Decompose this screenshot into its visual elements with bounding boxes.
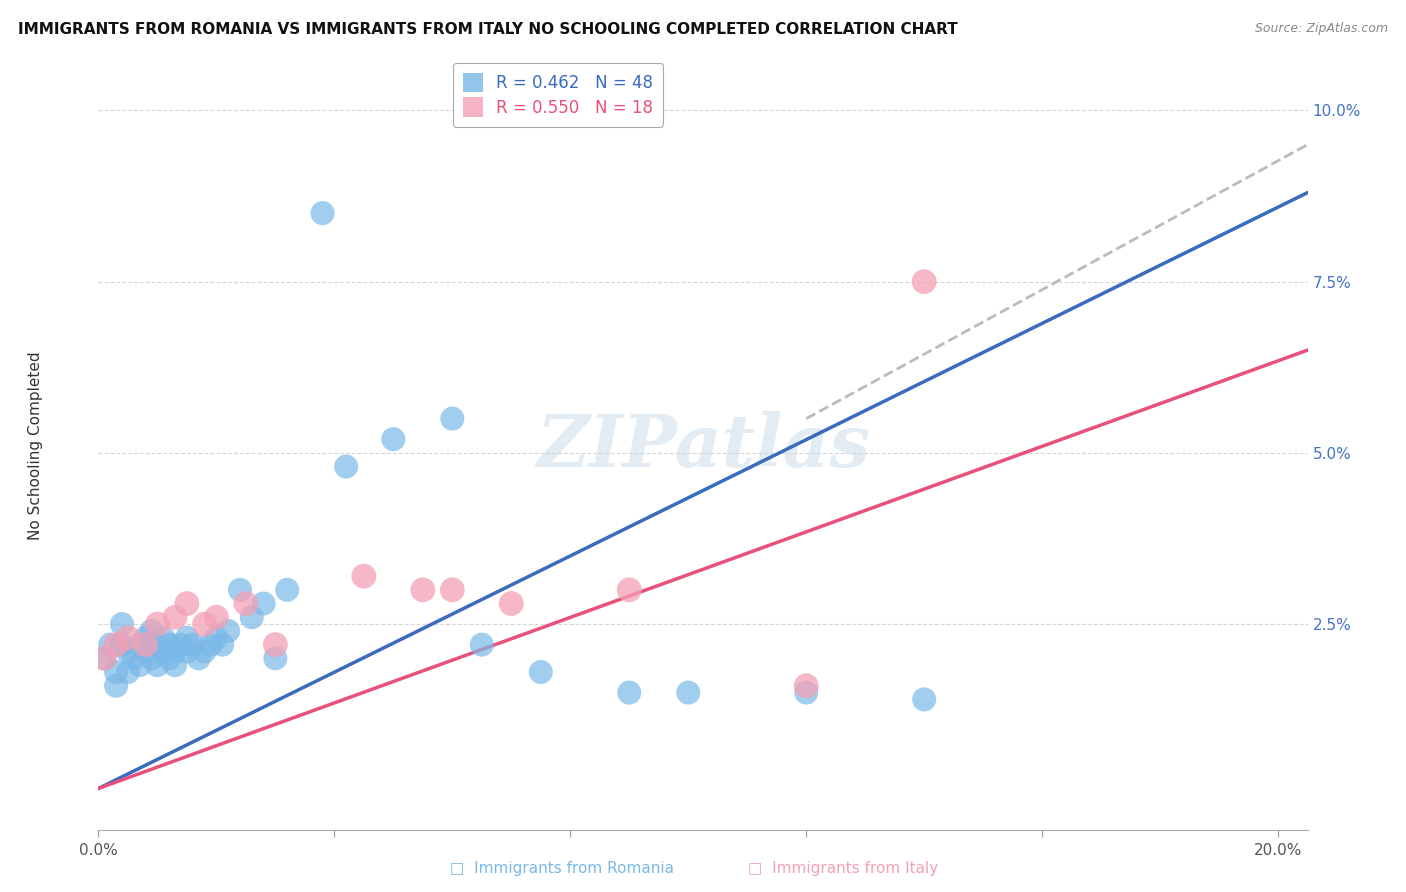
Point	[205, 610, 228, 624]
Text: □  Immigrants from Italy: □ Immigrants from Italy	[748, 861, 939, 876]
Y-axis label: No Schooling Completed: No Schooling Completed	[28, 351, 42, 541]
Point	[176, 631, 198, 645]
Point	[165, 658, 187, 673]
Point	[264, 651, 287, 665]
Point	[141, 624, 163, 638]
Point	[194, 644, 217, 658]
Point	[619, 685, 641, 699]
Point	[135, 631, 157, 645]
Point	[176, 644, 198, 658]
Point	[157, 638, 180, 652]
Point	[105, 679, 128, 693]
Point	[105, 638, 128, 652]
Text: IMMIGRANTS FROM ROMANIA VS IMMIGRANTS FROM ITALY NO SCHOOLING COMPLETED CORRELAT: IMMIGRANTS FROM ROMANIA VS IMMIGRANTS FR…	[18, 22, 957, 37]
Point	[165, 644, 187, 658]
Point	[311, 206, 333, 220]
Point	[412, 582, 434, 597]
Point	[240, 610, 263, 624]
Point	[117, 631, 139, 645]
Point	[111, 617, 134, 632]
Point	[382, 432, 405, 446]
Point	[128, 658, 150, 673]
Point	[111, 638, 134, 652]
Point	[141, 651, 163, 665]
Point	[157, 651, 180, 665]
Point	[619, 582, 641, 597]
Point	[93, 651, 115, 665]
Point	[912, 275, 935, 289]
Point	[170, 638, 193, 652]
Point	[205, 631, 228, 645]
Point	[217, 624, 239, 638]
Point	[794, 685, 817, 699]
Point	[152, 631, 174, 645]
Point	[146, 658, 169, 673]
Point	[235, 597, 257, 611]
Point	[194, 617, 217, 632]
Point	[176, 597, 198, 611]
Point	[441, 582, 464, 597]
Point	[912, 692, 935, 706]
Point	[146, 638, 169, 652]
Point	[187, 651, 209, 665]
Point	[98, 638, 121, 652]
Point	[252, 597, 274, 611]
Text: ZIPatlas: ZIPatlas	[536, 410, 870, 482]
Point	[353, 569, 375, 583]
Point	[165, 610, 187, 624]
Point	[794, 679, 817, 693]
Point	[471, 638, 494, 652]
Point	[335, 459, 357, 474]
Point	[264, 638, 287, 652]
Point	[122, 651, 145, 665]
Point	[93, 651, 115, 665]
Point	[678, 685, 700, 699]
Point	[117, 665, 139, 679]
Point	[441, 411, 464, 425]
Point	[530, 665, 553, 679]
Text: □  Immigrants from Romania: □ Immigrants from Romania	[450, 861, 675, 876]
Point	[229, 582, 252, 597]
Text: Source: ZipAtlas.com: Source: ZipAtlas.com	[1254, 22, 1388, 36]
Point	[152, 644, 174, 658]
Point	[135, 644, 157, 658]
Point	[211, 638, 233, 652]
Point	[117, 644, 139, 658]
Legend: R = 0.462   N = 48, R = 0.550   N = 18: R = 0.462 N = 48, R = 0.550 N = 18	[453, 63, 664, 127]
Point	[146, 617, 169, 632]
Point	[181, 638, 204, 652]
Point	[128, 638, 150, 652]
Point	[276, 582, 298, 597]
Point	[200, 638, 222, 652]
Point	[135, 638, 157, 652]
Point	[501, 597, 523, 611]
Point	[105, 665, 128, 679]
